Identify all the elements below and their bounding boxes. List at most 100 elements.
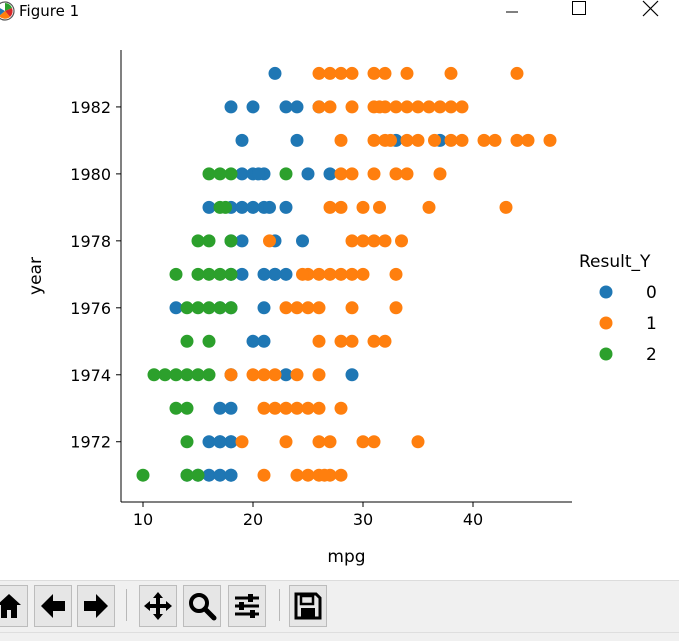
- scatter-point-series-1: [356, 267, 370, 281]
- y-tick-label: 1976: [70, 299, 111, 318]
- scatter-point-series-1: [356, 234, 370, 248]
- back-arrow-icon: [41, 594, 65, 618]
- pan-button[interactable]: [139, 585, 177, 627]
- forward-button[interactable]: [77, 585, 115, 627]
- scatter-point-series-1: [373, 200, 386, 214]
- scatter-point-series-0: [323, 167, 337, 181]
- scatter-point-series-1: [444, 66, 458, 80]
- minimize-icon: [506, 11, 518, 13]
- y-tick-label: 1974: [70, 366, 111, 385]
- scatter-point-series-1: [389, 167, 403, 181]
- scatter-point-series-1: [389, 301, 403, 315]
- scatter-point-series-2: [169, 401, 183, 415]
- scatter-point-series-2: [224, 267, 238, 281]
- scatter-point-series-1: [455, 133, 469, 147]
- scatter-point-series-1: [318, 468, 331, 482]
- scatter-point-series-1: [268, 401, 282, 415]
- scatter-point-series-2: [191, 301, 205, 315]
- scatter-point-series-0: [224, 468, 238, 482]
- home-button[interactable]: [0, 585, 28, 627]
- scatter-point-series-1: [367, 133, 381, 147]
- scatter-point-series-1: [433, 100, 447, 114]
- scatter-point-series-0: [345, 368, 359, 382]
- scatter-point-series-2: [191, 234, 205, 248]
- scatter-point-series-1: [290, 401, 304, 415]
- scatter-point-series-0: [202, 468, 216, 482]
- scatter-point-series-0: [279, 200, 293, 214]
- scatter-point-series-0: [257, 334, 271, 348]
- scatter-point-series-1: [323, 100, 337, 114]
- window-titlebar: Figure 1: [0, 0, 679, 24]
- scatter-point-series-1: [422, 100, 436, 114]
- scatter-point-series-1: [543, 133, 557, 147]
- scatter-point-series-1: [428, 133, 441, 147]
- configure-subplots-icon: [235, 594, 259, 618]
- scatter-point-series-2: [191, 468, 205, 482]
- scatter-point-series-1: [334, 66, 348, 80]
- scatter-point-series-0: [290, 133, 304, 147]
- scatter-point-series-1: [290, 368, 304, 382]
- close-button[interactable]: [627, 0, 673, 24]
- forward-arrow-icon: [84, 594, 108, 618]
- scatter-point-series-1: [400, 100, 414, 114]
- scatter-point-series-1: [312, 435, 326, 449]
- x-tick-label: 10: [133, 510, 153, 529]
- scatter-point-series-2: [202, 234, 216, 248]
- scatter-point-series-0: [224, 435, 238, 449]
- scatter-point-series-1: [312, 66, 326, 80]
- minimize-button[interactable]: [489, 0, 535, 24]
- zoom-button[interactable]: [183, 585, 221, 627]
- scatter-point-series-1: [433, 167, 447, 181]
- scatter-point-series-1: [345, 66, 359, 80]
- scatter-point-series-1: [389, 100, 403, 114]
- scatter-point-series-1: [301, 401, 315, 415]
- scatter-point-series-2: [169, 267, 183, 281]
- scatter-point-series-1: [400, 66, 414, 80]
- scatter-point-series-1: [367, 66, 381, 80]
- navigation-toolbar: [0, 580, 679, 641]
- scatter-point-series-0: [235, 133, 249, 147]
- scatter-point-series-1: [444, 133, 458, 147]
- scatter-point-series-1: [235, 435, 249, 449]
- scatter-point-series-2: [224, 234, 238, 248]
- scatter-point-series-0: [296, 234, 309, 248]
- configure-subplots-button[interactable]: [228, 585, 266, 627]
- x-tick-label: 30: [353, 510, 373, 529]
- scatter-point-series-1: [378, 66, 392, 80]
- maximize-button[interactable]: [556, 0, 602, 24]
- scatter-point-series-0: [246, 100, 260, 114]
- scatter-point-series-1: [312, 301, 326, 315]
- scatter-point-series-2: [180, 301, 194, 315]
- back-button[interactable]: [34, 585, 72, 627]
- scatter-point-series-0: [268, 267, 282, 281]
- legend-marker-1: [599, 316, 613, 330]
- toolbar-bottom-strip: [0, 632, 679, 641]
- save-button[interactable]: [289, 585, 327, 627]
- scatter-point-series-0: [202, 200, 216, 214]
- scatter-point-series-2: [202, 301, 216, 315]
- scatter-point-series-1: [395, 234, 408, 248]
- scatter-point-series-2: [202, 334, 216, 348]
- scatter-point-series-0: [169, 301, 183, 315]
- scatter-point-series-1: [345, 334, 359, 348]
- scatter-point-series-1: [499, 200, 513, 214]
- scatter-point-series-2: [180, 334, 194, 348]
- scatter-point-series-1: [290, 301, 304, 315]
- scatter-point-series-0: [257, 301, 271, 315]
- scatter-point-series-1: [257, 368, 271, 382]
- scatter-point-series-1: [312, 334, 326, 348]
- scatter-point-series-1: [367, 435, 381, 449]
- x-axis-label: mpg: [327, 547, 365, 567]
- scatter-point-series-2: [191, 267, 205, 281]
- scatter-point-series-1: [334, 401, 348, 415]
- legend-marker-0: [599, 285, 613, 299]
- scatter-point-series-2: [180, 468, 194, 482]
- scatter-point-series-0: [235, 267, 249, 281]
- scatter-point-series-1: [345, 100, 359, 114]
- scatter-point-series-1: [323, 66, 337, 80]
- scatter-point-series-2: [213, 301, 227, 315]
- home-icon: [0, 594, 21, 618]
- scatter-point-series-2: [202, 167, 216, 181]
- legend-label-1: 1: [646, 314, 657, 334]
- scatter-point-series-1: [510, 133, 524, 147]
